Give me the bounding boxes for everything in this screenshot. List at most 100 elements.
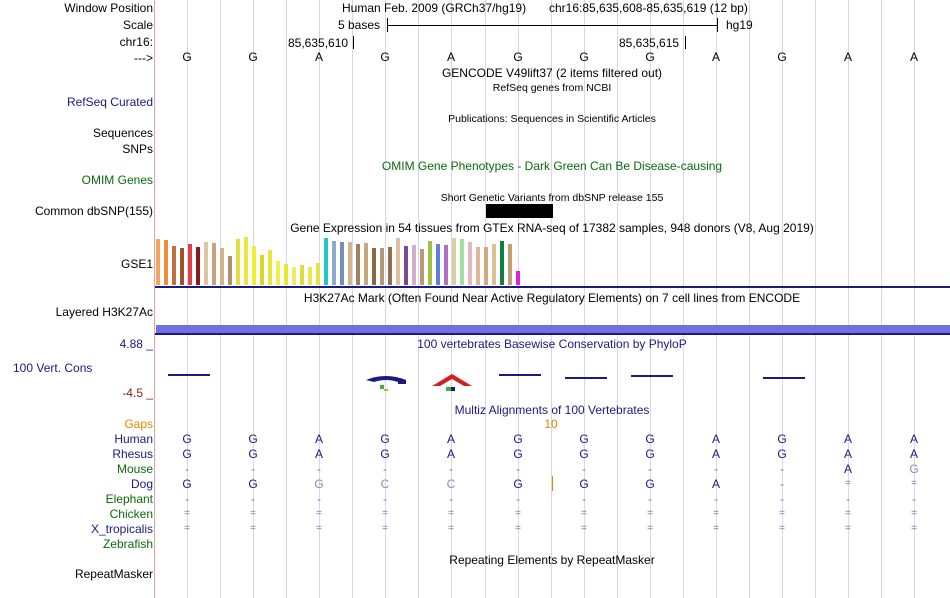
gtex-tissue-bar[interactable] [396,238,400,285]
gtex-tissue-bar[interactable] [212,243,216,285]
alignment-base: G [645,447,655,461]
repeatmasker-track-title[interactable]: Repeating Elements by RepeatMasker [449,553,655,567]
vert-cons-label[interactable]: 100 Vert. Cons [13,361,93,375]
gtex-tissue-bar[interactable] [444,245,448,285]
gtex-tissue-bar[interactable] [460,239,464,285]
species-label[interactable]: Human [114,432,153,446]
alignment-base: = [713,508,719,519]
gtex-tissue-bar[interactable] [324,238,328,285]
gtex-tissue-bar[interactable] [196,247,200,285]
gtex-tissue-bar[interactable] [276,261,280,285]
alignment-base: = [250,523,256,534]
alignment-base: = [184,523,190,534]
alignment-base: G [777,432,787,446]
scale-label: Scale [122,18,153,32]
gtex-tissue-bar[interactable] [188,244,192,285]
chrom-label: chr16: [119,35,153,49]
alignment-base: = [647,508,653,519]
species-label[interactable]: Chicken [109,507,153,521]
base-letter: G [380,50,390,64]
gtex-tissue-bar[interactable] [252,246,256,285]
gtex-tissue-bar[interactable] [284,264,288,285]
gse1-label[interactable]: GSE1 [120,257,153,271]
gtex-tissue-bar[interactable] [172,246,176,285]
gtex-tissue-bar[interactable] [476,247,480,285]
alignment-base: - [846,492,850,506]
gtex-tissue-bar[interactable] [316,263,320,285]
gtex-tissue-bar[interactable] [484,247,488,285]
gtex-tissue-bar[interactable] [260,255,264,285]
species-label[interactable]: Mouse [116,462,153,476]
multiz-track-title[interactable]: Multiz Alignments of 100 Vertebrates [454,403,650,417]
gtex-tissue-bar[interactable] [300,265,304,285]
gtex-tissue-bar[interactable] [156,239,160,285]
alignment-base: = [581,523,587,534]
gridline [881,0,882,598]
gaps-label[interactable]: Gaps [124,417,153,431]
conservation-mark [763,377,805,379]
alignment-base: - [383,492,387,506]
conservation-track-title[interactable]: 100 vertebrates Basewise Conservation by… [417,337,687,351]
gtex-tissue-bar[interactable] [308,267,312,285]
gtex-tissue-bar[interactable] [292,267,296,285]
dbsnp-variant-block[interactable] [486,204,553,218]
common-dbsnp-label[interactable]: Common dbSNP(155) [34,204,153,218]
gtex-tissue-bar[interactable] [468,242,472,285]
gtex-bar-chart[interactable] [156,237,536,285]
gtex-tissue-bar[interactable] [228,256,232,285]
gtex-tissue-bar[interactable] [492,244,496,285]
gridline [749,0,750,598]
gtex-tissue-bar[interactable] [404,246,408,285]
species-label[interactable]: Rhesus [112,447,153,461]
snps-label[interactable]: SNPs [122,142,153,156]
sequences-label[interactable]: Sequences [92,126,153,140]
gtex-tissue-bar[interactable] [436,244,440,285]
alignment-base: - [648,462,652,476]
gencode-track-title[interactable]: GENCODE V49lift37 (2 items filtered out) [441,66,663,80]
gtex-tissue-bar[interactable] [388,247,392,285]
gtex-tissue-bar[interactable] [420,249,424,285]
h3k27ac-track-title[interactable]: H3K27Ac Mark (Often Found Near Active Re… [303,291,801,305]
gtex-tissue-bar[interactable] [348,242,352,285]
gtex-tissue-bar[interactable] [508,244,512,285]
gtex-tissue-bar[interactable] [332,241,336,285]
species-label[interactable]: X_tropicalis [90,522,153,536]
gtex-tissue-bar[interactable] [356,244,360,285]
dbsnp-track-title[interactable]: Short Genetic Variants from dbSNP releas… [440,192,664,204]
strand-arrow-label[interactable]: ---> [134,51,153,65]
layered-h3k27ac-label[interactable]: Layered H3K27Ac [55,305,153,319]
gtex-tissue-bar[interactable] [220,248,224,285]
gtex-tissue-bar[interactable] [340,242,344,285]
publications-track-title[interactable]: Publications: Sequences in Scientific Ar… [448,113,656,125]
gtex-tissue-bar[interactable] [164,240,168,285]
gtex-tissue-bar[interactable] [244,237,248,285]
gtex-tissue-bar[interactable] [500,241,504,285]
gridline [418,0,419,598]
h3k27ac-signal-bar[interactable] [156,325,950,333]
gtex-tissue-bar[interactable] [516,271,520,285]
gridline [716,0,717,598]
scale-bar-left-tick [387,18,388,32]
species-label[interactable]: Elephant [105,492,153,506]
gtex-tissue-bar[interactable] [364,243,368,285]
repeatmasker-label[interactable]: RepeatMasker [74,567,153,581]
base-letter: G [645,50,655,64]
gtex-tissue-bar[interactable] [180,248,184,285]
omim-track-title[interactable]: OMIM Gene Phenotypes - Dark Green Can Be… [381,159,723,173]
gtex-tissue-bar[interactable] [268,250,272,285]
alignment-base: - [317,462,321,476]
gtex-tissue-bar[interactable] [452,238,456,285]
gtex-tissue-bar[interactable] [412,245,416,285]
gtex-track-title[interactable]: Gene Expression in 54 tissues from GTEx … [290,221,814,235]
omim-genes-label[interactable]: OMIM Genes [81,173,153,187]
refseq-track-subtitle[interactable]: RefSeq genes from NCBI [492,82,612,94]
refseq-curated-label[interactable]: RefSeq Curated [66,95,153,109]
gtex-tissue-bar[interactable] [204,242,208,285]
species-label[interactable]: Dog [130,477,153,491]
gtex-tissue-bar[interactable] [236,239,240,285]
gtex-tissue-bar[interactable] [380,248,384,285]
gtex-tissue-bar[interactable] [428,241,432,285]
species-label[interactable]: Zebrafish [102,537,153,551]
gtex-tissue-bar[interactable] [372,248,376,285]
conservation-min-label: -4.5 _ [122,386,153,400]
